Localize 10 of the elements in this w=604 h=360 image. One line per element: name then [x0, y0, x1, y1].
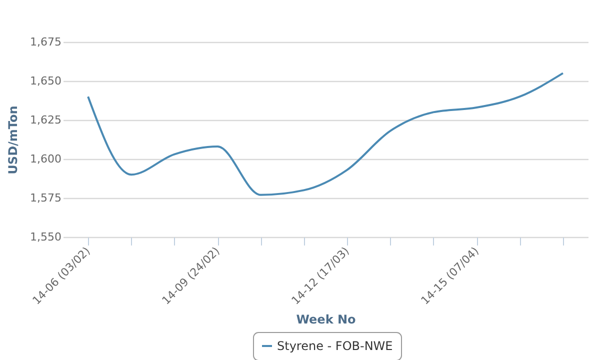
y-tick-label: 1,575 — [30, 192, 62, 204]
y-tick-label: 1,600 — [30, 152, 62, 166]
y-tick-label: 1,625 — [30, 114, 62, 126]
y-tick-label: 1,650 — [30, 74, 62, 88]
y-axis-title: USD/mTon — [6, 106, 20, 174]
x-axis-title: Week No — [296, 312, 356, 327]
y-tick-label: 1,550 — [30, 230, 62, 244]
legend-label: Styrene - FOB-NWE — [277, 339, 393, 353]
y-tick-label: 1,675 — [30, 36, 62, 48]
line-series — [87, 72, 564, 196]
